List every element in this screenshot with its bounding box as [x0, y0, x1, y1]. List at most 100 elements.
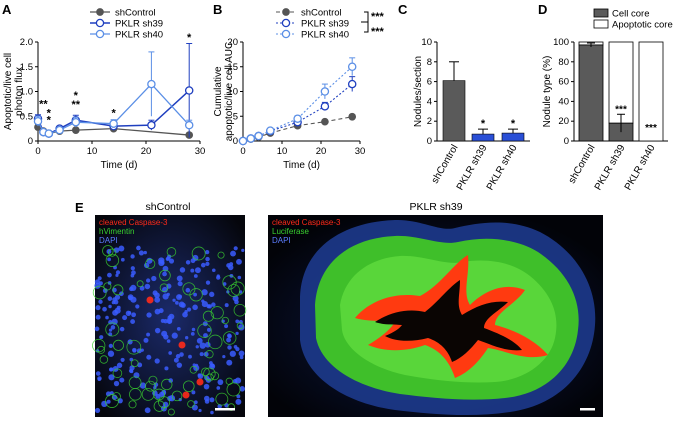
nucleus [99, 335, 104, 340]
vimentin-ring [207, 334, 223, 350]
vimentin-ring [222, 275, 237, 290]
chart-d-y-tick-label: 40 [558, 96, 569, 107]
nucleus [191, 390, 196, 395]
nucleus [95, 371, 101, 376]
nucleus [178, 301, 185, 308]
vimentin-ring [201, 367, 210, 377]
chart-a-y-label: Apoptotic/live cell [3, 53, 14, 130]
nucleus [158, 257, 165, 264]
nucleus [201, 289, 208, 296]
nucleus [108, 343, 113, 348]
nucleus [233, 345, 238, 349]
nucleus [239, 386, 246, 392]
chart-d-bar-apoptotic [638, 41, 664, 142]
nucleus [216, 386, 221, 390]
chart-b-legend-label: PKLR sh40 [301, 30, 349, 41]
caspase-spot [196, 378, 204, 386]
panel-letter-a: A [2, 2, 12, 17]
nucleus [168, 351, 173, 355]
vimentin-ring [92, 285, 107, 300]
vimentin-ring [202, 310, 214, 322]
nucleus [115, 270, 121, 275]
vimentin-ring [159, 283, 169, 293]
nucleus [127, 311, 132, 315]
scale-bar-sh39 [580, 408, 595, 411]
chart-a-x-tick-label: 10 [87, 146, 98, 157]
chart-a-x-tick-label: 20 [141, 146, 152, 157]
vimentin-ring [112, 284, 124, 296]
nucleus [109, 367, 114, 372]
chart-d-y-label: Nodule type (%) [542, 56, 553, 128]
chart-b-point [321, 117, 329, 126]
nucleus [193, 292, 197, 297]
chart-a-significance-mark: ** [72, 99, 81, 111]
nucleus [119, 377, 125, 383]
nucleus [166, 292, 170, 297]
vimentin-ring [167, 408, 175, 416]
nucleus [236, 394, 241, 399]
nucleus [205, 256, 210, 262]
chart-b-y-tick-label: 5 [233, 111, 238, 122]
nucleus [163, 334, 169, 340]
vimentin-ring [222, 331, 237, 345]
chart-b-point [293, 114, 302, 123]
nucleus [193, 400, 198, 405]
nucleus [238, 350, 245, 357]
nucleus [130, 319, 136, 324]
vimentin-ring [217, 251, 225, 259]
nucleus [199, 342, 206, 349]
nucleus [129, 365, 135, 371]
chart-d-bar-cell [578, 44, 604, 142]
chart-b-legend-marker [281, 18, 291, 28]
chart-a-point [184, 120, 194, 130]
chart-b-point [347, 62, 357, 72]
nucleus [178, 294, 182, 299]
nucleus [127, 339, 133, 345]
chart-a-point [184, 86, 194, 95]
nucleus [132, 349, 137, 353]
chart-b-significance-1: *** [371, 11, 385, 23]
vimentin-ring [189, 365, 198, 374]
nucleus [154, 308, 161, 315]
nucleus [237, 275, 242, 280]
chart-b-series-line [242, 66, 353, 142]
nucleus [226, 359, 233, 366]
chart-a-point [71, 117, 81, 127]
chart-a-point [33, 116, 43, 126]
chart-c-y-tick-label: 10 [421, 37, 432, 48]
nucleus [176, 362, 183, 368]
nucleus [186, 307, 192, 312]
chart-a-y-tick-label: 0.5 [20, 111, 33, 122]
nucleus [122, 315, 128, 321]
nucleus [107, 350, 115, 357]
nucleus [168, 258, 175, 264]
nucleus [191, 327, 196, 332]
nucleus [224, 324, 229, 329]
chart-b-x-label: Time (d) [283, 160, 320, 171]
nucleus [154, 327, 161, 334]
chart-a-legend-marker [96, 8, 104, 16]
chart-b-point [320, 87, 330, 96]
chart-a-legend-marker [95, 29, 105, 39]
nucleus [163, 318, 168, 324]
chart-b-legend-marker [281, 29, 291, 39]
chart-c: 0 2 4 6 8 10 Nodules/section shControl * PKLR sh3… [413, 37, 530, 192]
nucleus [129, 286, 134, 292]
nucleus [98, 281, 103, 286]
chart-c-y-tick-label: 0 [427, 136, 432, 147]
nucleus [179, 267, 186, 273]
chart-a-x-label: Time (d) [101, 160, 138, 171]
nucleus [184, 310, 188, 314]
chart-d-significance: *** [615, 104, 627, 115]
chart-b-x-tick-label: 30 [355, 146, 366, 157]
nucleus [162, 271, 167, 277]
chart-b-point [238, 136, 248, 146]
vimentin-ring [128, 400, 137, 409]
chart-b-point [347, 79, 357, 89]
nucleus [227, 345, 232, 350]
nucleus [209, 397, 215, 403]
nucleus [185, 260, 191, 265]
nucleus [235, 331, 239, 336]
vimentin-ring [112, 392, 121, 401]
